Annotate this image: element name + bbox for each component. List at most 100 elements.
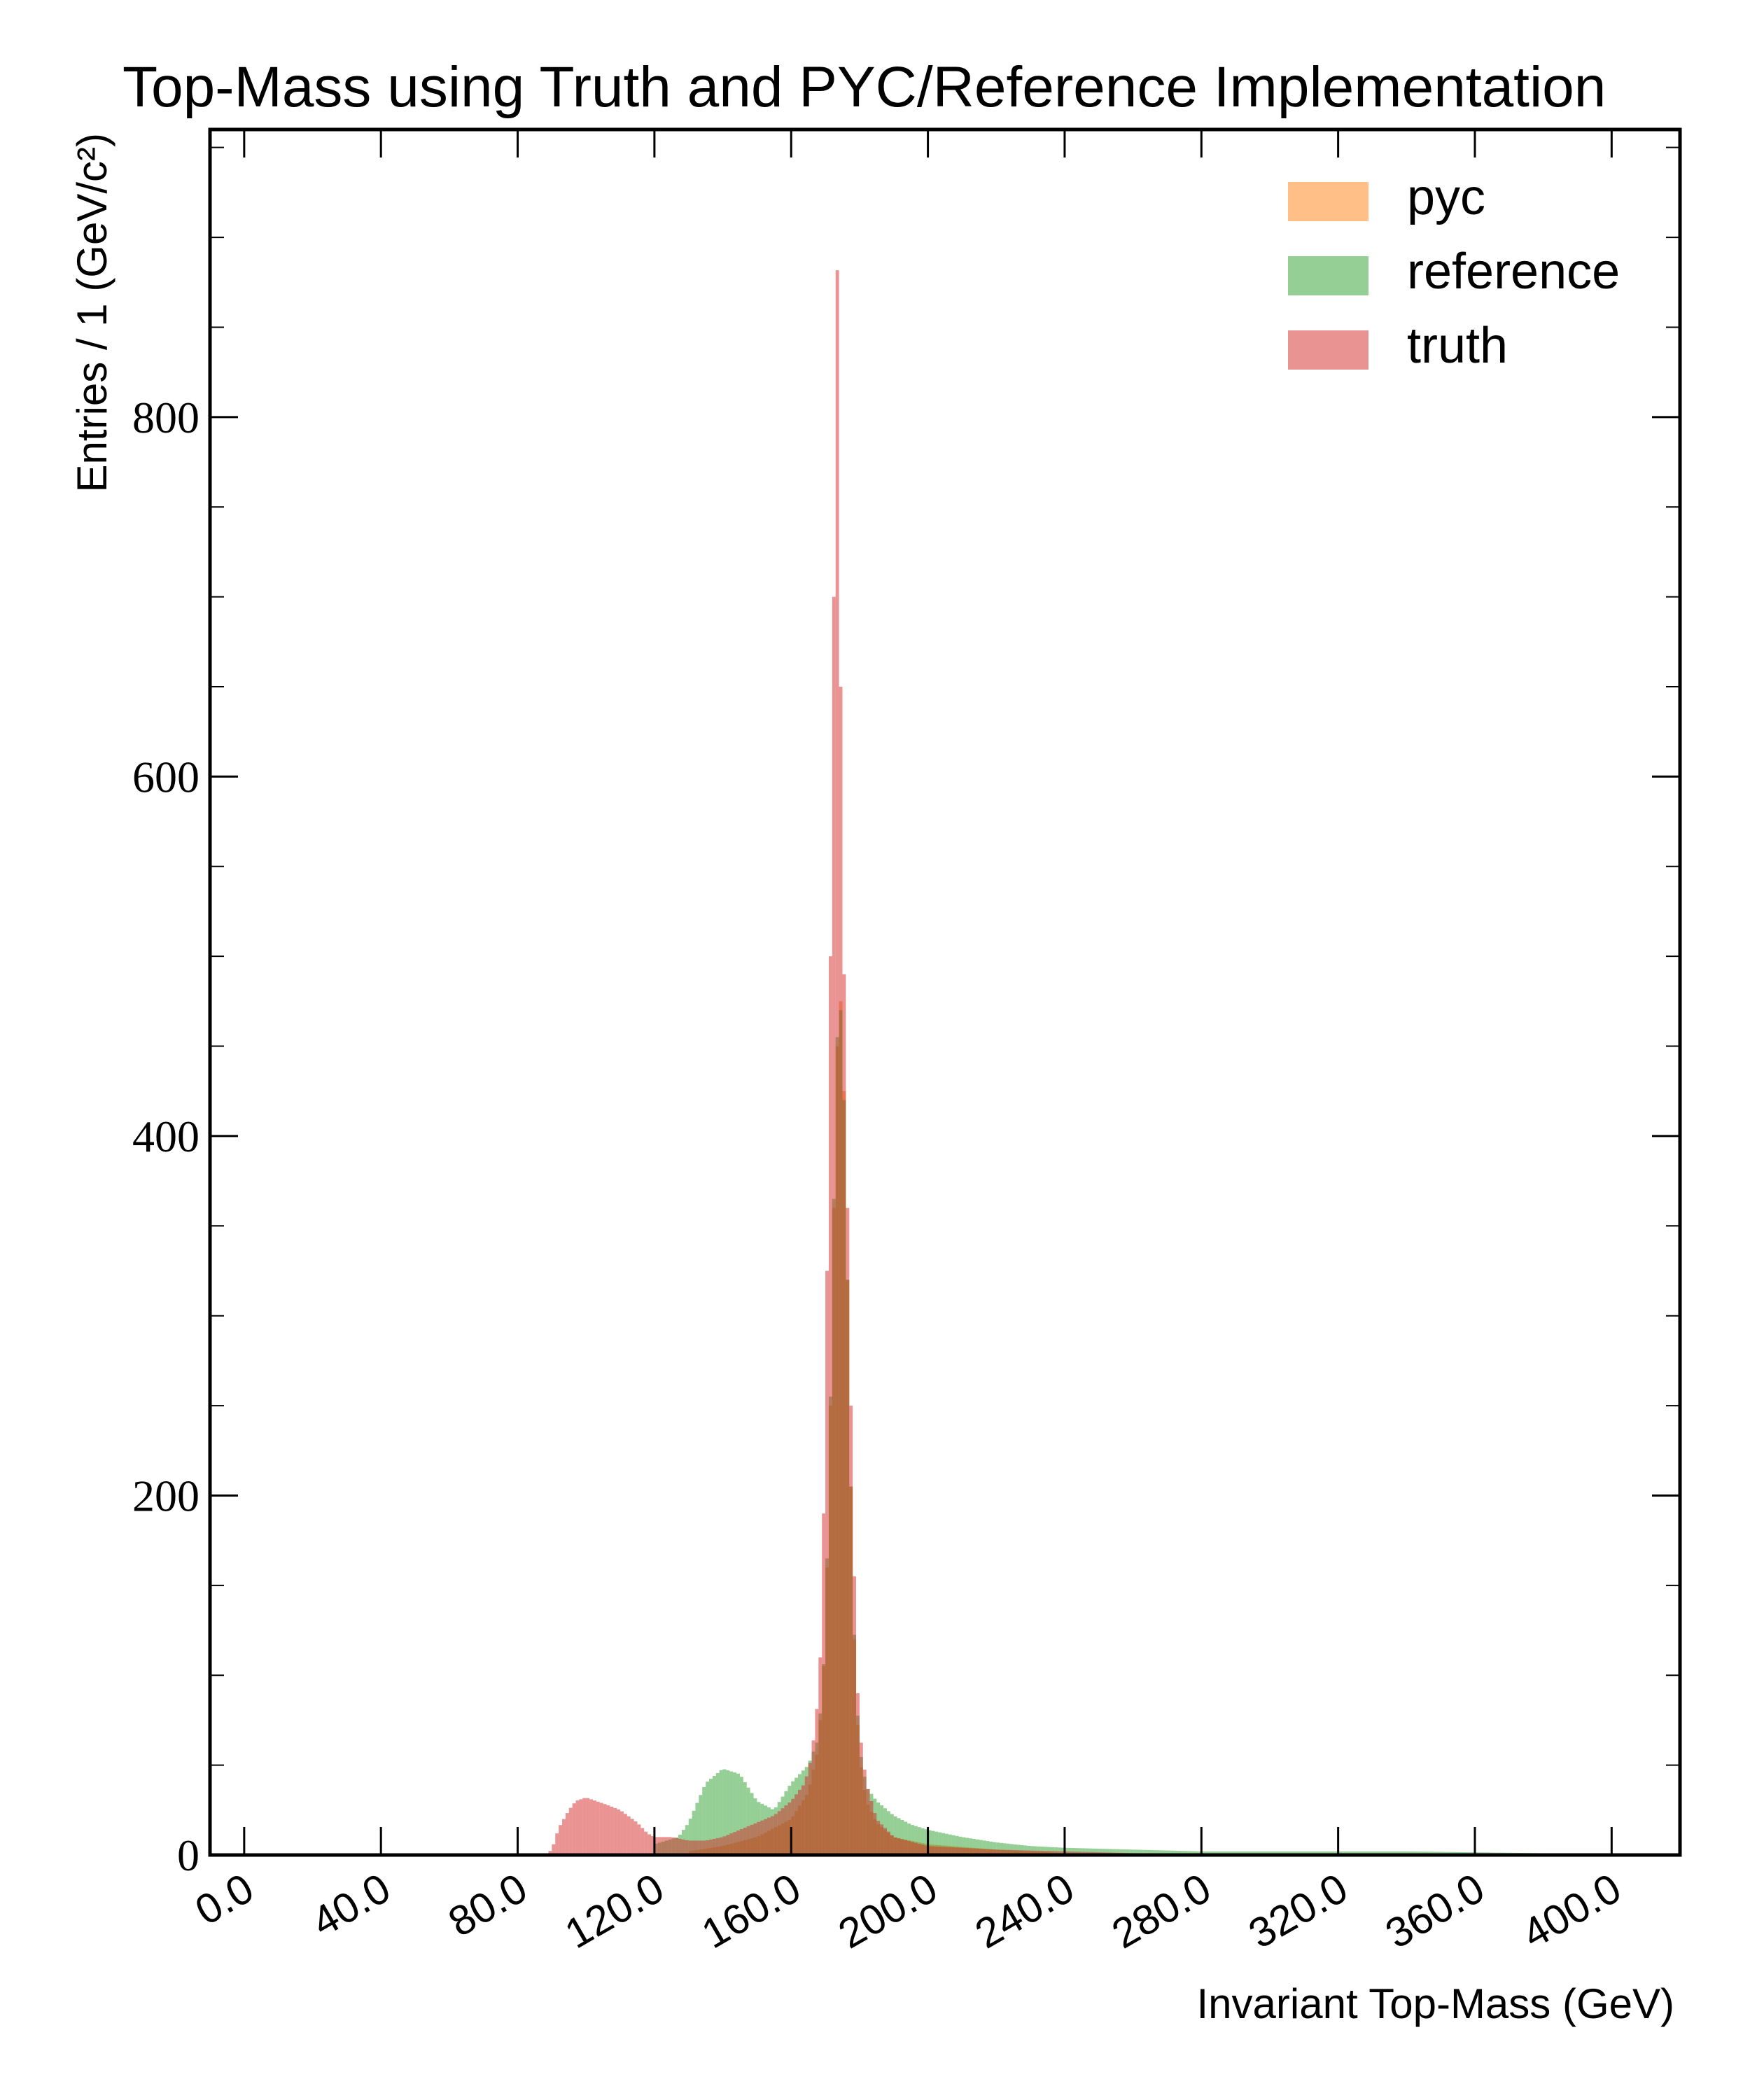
truth-bar bbox=[979, 1849, 983, 1855]
reference-series bbox=[654, 1010, 1609, 1855]
reference-bar bbox=[1392, 1851, 1396, 1855]
reference-bar bbox=[1163, 1850, 1168, 1855]
truth-bar bbox=[568, 1807, 573, 1855]
truth-bar bbox=[719, 1837, 723, 1855]
truth-bar bbox=[651, 1836, 654, 1855]
truth-bar bbox=[552, 1844, 556, 1855]
reference-bar bbox=[1074, 1848, 1079, 1855]
reference-bar bbox=[1379, 1851, 1383, 1855]
reference-bar bbox=[1194, 1851, 1198, 1855]
reference-bar bbox=[893, 1816, 897, 1855]
reference-bar bbox=[1321, 1851, 1325, 1855]
truth-bar bbox=[774, 1814, 778, 1855]
truth-bar bbox=[856, 1693, 860, 1855]
reference-bar bbox=[986, 1841, 990, 1855]
reference-bar bbox=[1198, 1851, 1202, 1855]
reference-bar bbox=[1372, 1851, 1376, 1855]
pyc-legend-label: pyc bbox=[1407, 169, 1485, 225]
truth-bar bbox=[904, 1840, 908, 1855]
truth-bar bbox=[572, 1803, 576, 1855]
truth-bar bbox=[965, 1848, 969, 1855]
truth-bar bbox=[1003, 1849, 1007, 1855]
truth-bar bbox=[668, 1837, 672, 1855]
truth-bar bbox=[873, 1813, 877, 1855]
y-axis-ticks: 0 200 400 600 800 bbox=[132, 146, 1680, 1880]
reference-bar bbox=[927, 1830, 932, 1855]
reference-bar bbox=[1386, 1851, 1390, 1855]
truth-bar bbox=[876, 1821, 881, 1855]
truth-bar bbox=[715, 1837, 720, 1855]
truth-bar bbox=[777, 1811, 781, 1855]
truth-bar bbox=[709, 1839, 713, 1855]
x-tick-label: 160.0 bbox=[694, 1864, 808, 1957]
truth-bar bbox=[634, 1821, 638, 1855]
truth-bar bbox=[828, 956, 832, 1855]
x-tick-label: 40.0 bbox=[304, 1864, 398, 1945]
reference-bar bbox=[746, 1787, 750, 1855]
truth-bar bbox=[972, 1848, 976, 1855]
truth-bar bbox=[996, 1849, 1000, 1855]
truth-bar bbox=[993, 1849, 997, 1855]
truth-bar bbox=[927, 1846, 932, 1855]
reference-bar bbox=[996, 1842, 1000, 1855]
truth-bar bbox=[794, 1794, 798, 1855]
reference-bar bbox=[955, 1835, 959, 1855]
truth-bar bbox=[757, 1821, 761, 1855]
truth-bar bbox=[586, 1798, 590, 1855]
truth-bar bbox=[589, 1799, 593, 1855]
reference-bar bbox=[1324, 1851, 1328, 1855]
truth-bar bbox=[722, 1836, 727, 1855]
reference-bar bbox=[1112, 1849, 1116, 1855]
reference-bar bbox=[907, 1823, 911, 1855]
reference-bar bbox=[709, 1779, 713, 1855]
truth-bar bbox=[1000, 1849, 1004, 1855]
truth-bar bbox=[767, 1817, 771, 1855]
reference-bar bbox=[917, 1827, 921, 1855]
reference-bar bbox=[1211, 1851, 1215, 1855]
reference-bar bbox=[1222, 1851, 1226, 1855]
truth-bar bbox=[1061, 1851, 1065, 1855]
reference-bar bbox=[1331, 1851, 1335, 1855]
reference-bar bbox=[1338, 1851, 1342, 1855]
truth-bar bbox=[712, 1838, 716, 1855]
reference-bar bbox=[1133, 1849, 1137, 1855]
reference-bar bbox=[712, 1776, 716, 1855]
reference-bar bbox=[1016, 1844, 1021, 1855]
truth-bar bbox=[784, 1805, 788, 1855]
reference-bar bbox=[897, 1818, 901, 1855]
reference-legend-swatch bbox=[1288, 256, 1368, 295]
pyc-series bbox=[688, 1001, 1120, 1855]
truth-bar bbox=[626, 1816, 631, 1855]
reference-bar bbox=[1119, 1849, 1123, 1855]
reference-bar bbox=[1208, 1851, 1212, 1855]
reference-bar bbox=[1187, 1851, 1191, 1855]
truth-bar bbox=[702, 1840, 706, 1855]
reference-bar bbox=[958, 1836, 962, 1855]
reference-bar bbox=[1000, 1842, 1004, 1855]
reference-bar bbox=[1006, 1843, 1010, 1855]
histogram-bars bbox=[545, 270, 1609, 1856]
reference-bar bbox=[1218, 1851, 1222, 1855]
truth-bar bbox=[692, 1840, 696, 1855]
reference-bar bbox=[1307, 1851, 1311, 1855]
x-tick-label: 320.0 bbox=[1241, 1864, 1356, 1957]
reference-bar bbox=[1095, 1848, 1099, 1855]
reference-bar bbox=[1156, 1850, 1161, 1855]
reference-bar bbox=[1160, 1850, 1164, 1855]
reference-bar bbox=[1396, 1851, 1400, 1855]
truth-bar bbox=[934, 1846, 939, 1855]
reference-bar bbox=[726, 1770, 730, 1855]
reference-bar bbox=[1314, 1851, 1318, 1855]
y-tick-label: 600 bbox=[132, 752, 200, 802]
reference-bar bbox=[1147, 1849, 1151, 1855]
truth-bar bbox=[886, 1831, 890, 1855]
reference-bar bbox=[1174, 1850, 1178, 1855]
truth-bar bbox=[695, 1840, 699, 1855]
reference-bar bbox=[979, 1840, 983, 1855]
truth-bar bbox=[1016, 1850, 1021, 1855]
truth-bar bbox=[914, 1842, 918, 1855]
truth-bar bbox=[729, 1833, 734, 1855]
reference-bar bbox=[1280, 1851, 1284, 1855]
truth-bar bbox=[951, 1847, 955, 1855]
reference-bar bbox=[993, 1842, 997, 1855]
